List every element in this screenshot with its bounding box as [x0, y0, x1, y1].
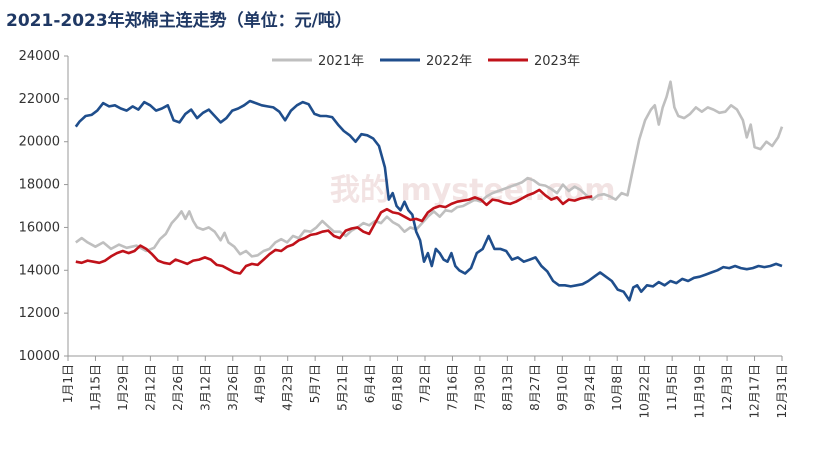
x-tick-label: 12月17日 — [748, 364, 762, 419]
x-tick-label: 7月30日 — [473, 364, 487, 411]
legend-label-2: 2022年 — [426, 54, 472, 69]
x-tick-label: 3月12日 — [198, 364, 212, 411]
x-tick-label: 4月23日 — [281, 364, 295, 411]
x-tick-label: 11月19日 — [693, 364, 707, 419]
x-tick-label: 6月18日 — [391, 364, 405, 411]
y-tick-label: 14000 — [19, 263, 60, 278]
x-tick-label: 1月1日 — [61, 364, 75, 403]
y-tick-label: 12000 — [19, 306, 60, 321]
x-tick-label: 4月9日 — [253, 364, 267, 403]
x-tick-label: 2月26日 — [171, 364, 185, 411]
x-tick-label: 1月29日 — [116, 364, 130, 411]
x-tick-label: 1月15日 — [88, 364, 102, 411]
legend: 2021年 2022年 2023年 — [272, 54, 580, 69]
x-tick-label: 5月21日 — [336, 364, 350, 411]
y-tick-label: 24000 — [19, 49, 60, 64]
x-tick-label: 12月31日 — [775, 364, 789, 419]
x-tick-label: 5月7日 — [308, 364, 322, 403]
chart-title: 2021-2023年郑棉主连走势（单位：元/吨） — [6, 11, 352, 31]
x-tick-label: 8月13日 — [500, 364, 514, 411]
x-tick-label: 2月12日 — [143, 364, 157, 411]
legend-label-3: 2023年 — [534, 54, 580, 69]
x-tick-label: 11月5日 — [665, 364, 679, 411]
x-tick-label: 6月4日 — [363, 364, 377, 403]
x-tick-label: 10月22日 — [638, 364, 652, 419]
x-tick-label: 3月26日 — [226, 364, 240, 411]
watermark-text: 我的 mysteel.com — [330, 173, 615, 208]
legend-label-1: 2021年 — [318, 54, 364, 69]
x-tick-label: 9月10日 — [555, 364, 569, 411]
x-axis-ticks: 1月1日 1月15日 1月29日 2月12日 2月26日 3月12日 3月26日 4月9日 4月… — [61, 356, 789, 419]
series-line-1 — [75, 80, 784, 258]
y-tick-label: 22000 — [19, 92, 60, 107]
series-line-3 — [75, 188, 593, 275]
y-tick-label: 20000 — [19, 135, 60, 150]
y-tick-label: 18000 — [19, 178, 60, 193]
y-tick-label: 16000 — [19, 220, 60, 235]
x-tick-label: 9月24日 — [583, 364, 597, 411]
x-tick-label: 12月3日 — [720, 364, 734, 411]
x-tick-label: 8月27日 — [528, 364, 542, 411]
series-line-2 — [74, 99, 783, 302]
x-tick-label: 10月8日 — [610, 364, 624, 411]
series-lines — [74, 80, 784, 302]
x-tick-label: 7月2日 — [418, 364, 432, 403]
y-tick-label: 10000 — [19, 349, 60, 364]
x-tick-label: 7月16日 — [445, 364, 459, 411]
watermark: 我的 mysteel.com — [330, 173, 615, 208]
y-axis-ticks: 10000 12000 14000 16000 18000 20000 22000 24000 — [19, 49, 68, 364]
